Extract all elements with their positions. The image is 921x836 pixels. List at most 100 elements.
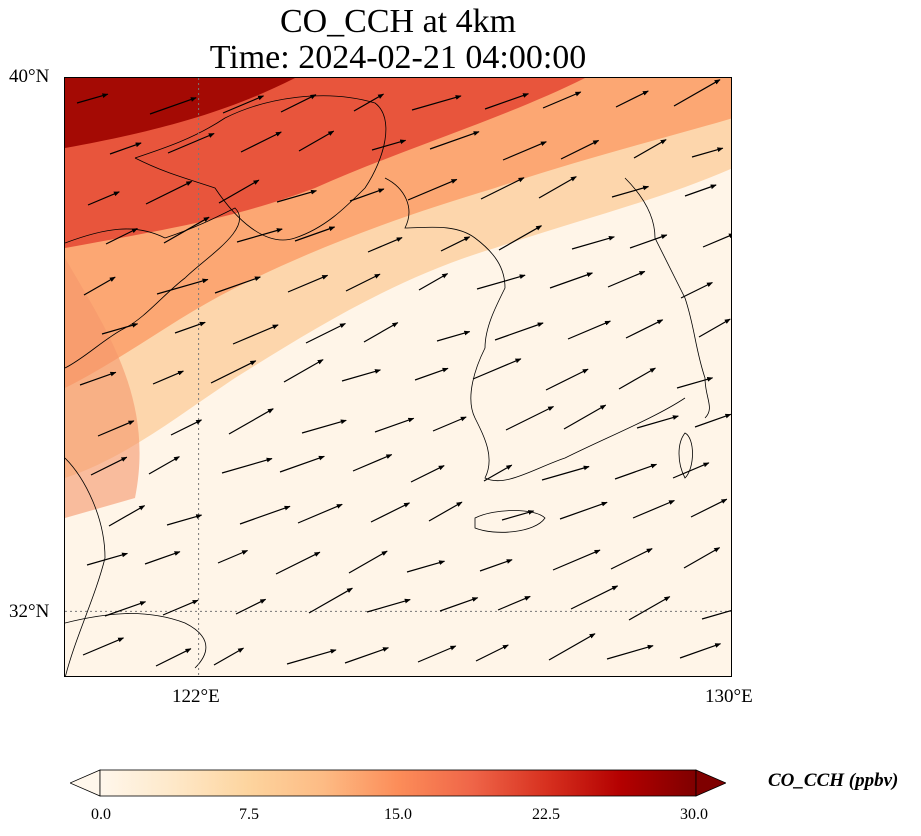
wind-arrow-47	[549, 272, 593, 289]
wind-arrow-129	[679, 643, 722, 659]
wind-arrow-39	[702, 233, 731, 248]
wind-arrow-64	[341, 369, 381, 382]
wind-arrow-103	[275, 551, 321, 575]
wind-arrow-67	[545, 368, 589, 391]
wind-arrow-105	[406, 560, 446, 573]
wind-arrow-17	[560, 139, 600, 160]
wind-arrow-123	[286, 649, 337, 665]
colorbar-tick-3: 22.5	[532, 806, 560, 823]
wind-arrow-1	[149, 97, 197, 115]
coast-korea-east	[624, 177, 710, 419]
wind-arrow-128	[606, 644, 654, 660]
concentration-field	[65, 78, 731, 676]
wind-arrow-22	[218, 179, 260, 204]
wind-arrow-127	[548, 633, 596, 661]
wind-arrow-31	[163, 216, 210, 244]
wind-arrow-51	[174, 321, 206, 334]
wind-arrow-60	[79, 371, 117, 386]
coast-korea-west	[384, 177, 686, 482]
wind-arrow-69	[676, 376, 714, 389]
wind-arrow-82	[221, 457, 273, 474]
wind-arrow-6	[484, 93, 529, 110]
wind-arrow-55	[436, 330, 471, 342]
wind-arrow-18	[633, 139, 667, 159]
wind-arrow-68	[618, 367, 656, 390]
wind-arrow-115	[439, 597, 479, 612]
wind-arrow-66	[472, 358, 522, 380]
colorbar-tick-1: 7.5	[239, 806, 259, 823]
field-band-high	[65, 78, 585, 248]
wind-arrow-106	[479, 559, 513, 572]
wind-arrow-14	[371, 139, 407, 151]
wind-arrow-8	[615, 90, 649, 108]
wind-arrow-40	[83, 276, 116, 296]
field-band-max	[65, 78, 295, 148]
lat-label-40n: 40°N	[9, 66, 50, 87]
wind-arrow-48	[607, 270, 646, 288]
wind-arrow-33	[294, 226, 336, 242]
wind-arrow-35	[440, 236, 471, 252]
wind-arrow-11	[167, 132, 215, 154]
wind-arrow-29	[684, 184, 717, 197]
wind-arrow-45	[418, 273, 449, 291]
map-title: CO_CCH at 4km	[279, 3, 517, 40]
wind-arrow-65	[414, 367, 449, 381]
wind-arrow-73	[301, 419, 347, 434]
wind-arrow-70	[97, 420, 135, 437]
wind-arrow-114	[366, 598, 411, 613]
wind-arrow-104	[348, 550, 388, 574]
wind-arrow-58	[625, 319, 664, 339]
wind-arrow-19	[691, 147, 724, 158]
wind-arrow-9	[673, 79, 721, 107]
colorbar-tick-0: 0.0	[91, 806, 111, 823]
wind-arrow-30	[105, 227, 138, 245]
wind-arrow-36	[498, 225, 543, 251]
wind-arrow-37	[571, 235, 615, 250]
wind-arrow-118	[628, 596, 671, 621]
wind-arrow-80	[90, 456, 128, 476]
wind-arrow-54	[363, 322, 399, 343]
coast-liaodong	[134, 95, 387, 241]
wind-arrow-25	[407, 178, 458, 201]
wind-vectors	[76, 79, 731, 667]
wind-arrow-50	[101, 322, 139, 335]
wind-arrow-110	[104, 601, 147, 617]
wind-arrow-44	[345, 273, 381, 292]
wind-arrow-81	[148, 456, 180, 475]
wind-arrow-97	[559, 501, 608, 520]
lon-label-122e: 122°E	[172, 686, 220, 707]
wind-arrow-76	[505, 405, 555, 431]
map-subtitle-time: Time: 2024-02-21 04:00:00	[209, 39, 587, 76]
wind-arrow-7	[542, 91, 582, 109]
wind-arrow-78	[636, 415, 679, 429]
wind-arrow-57	[567, 320, 611, 340]
coast-china-east	[65, 457, 106, 676]
wind-arrow-2	[222, 95, 265, 114]
wind-arrow-46	[476, 274, 526, 290]
wind-arrow-111	[162, 599, 199, 616]
wind-arrow-117	[570, 585, 619, 610]
wind-arrow-72	[228, 408, 274, 435]
wind-arrow-21	[145, 180, 193, 205]
wind-arrow-38	[629, 234, 668, 249]
colorbar-tick-2: 15.0	[384, 806, 412, 823]
wind-arrow-88	[614, 463, 658, 480]
wind-arrow-28	[611, 185, 650, 198]
colorbar	[70, 769, 726, 797]
wind-arrow-84	[352, 454, 393, 472]
wind-arrow-5	[411, 95, 462, 111]
colorbar-tick-4: 30.0	[680, 806, 708, 823]
wind-arrow-96	[501, 510, 535, 521]
wind-arrow-116	[497, 595, 531, 611]
wind-arrow-71	[170, 419, 203, 436]
wind-arrow-119	[701, 610, 731, 620]
wind-arrow-112	[235, 598, 267, 615]
wind-arrow-52	[232, 324, 279, 345]
wind-arrow-26	[480, 177, 525, 200]
colorbar-gradient	[99, 769, 697, 797]
wind-arrow-126	[475, 644, 509, 662]
wind-arrow-10	[109, 142, 142, 155]
wind-arrow-121	[155, 648, 192, 667]
wind-arrow-86	[483, 464, 513, 482]
wind-arrow-13	[298, 130, 335, 152]
